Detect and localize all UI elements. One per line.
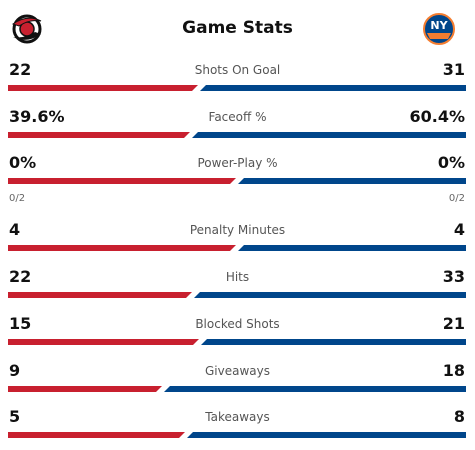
home-stat-value: 15	[9, 314, 32, 333]
stat-label: Giveaways	[205, 364, 270, 378]
stat-label: Penalty Minutes	[189, 223, 286, 237]
stat-row: 0% Power-Play % 0%	[0, 153, 475, 193]
stat-row: 22 Shots On Goal 31	[0, 60, 475, 100]
stat-row: 5 Takeaways 8	[0, 407, 475, 447]
home-bar	[8, 85, 198, 91]
home-stat-value: 5	[9, 407, 21, 426]
away-stat-value: 8	[453, 407, 465, 426]
islanders-logo-icon: NY	[423, 13, 455, 45]
stat-label: Faceoff %	[208, 110, 267, 124]
away-stat-detail: 0/2	[448, 193, 465, 204]
home-bar	[8, 292, 192, 298]
away-bar	[238, 245, 466, 251]
header: Game Stats NY	[0, 0, 475, 58]
stat-row: 22 Hits 33	[0, 267, 475, 307]
stat-label: Blocked Shots	[195, 317, 280, 331]
home-stat-value: 0%	[9, 153, 37, 172]
stat-bar	[8, 432, 466, 438]
stat-bar	[8, 178, 466, 184]
home-bar	[8, 339, 199, 345]
stat-row: 39.6% Faceoff % 60.4%	[0, 107, 475, 147]
away-bar	[194, 292, 466, 298]
stat-row: 9 Giveaways 18	[0, 361, 475, 401]
stat-bar	[8, 386, 466, 392]
page-title: Game Stats	[182, 18, 293, 38]
away-bar	[201, 339, 466, 345]
hurricanes-logo-icon	[11, 14, 42, 44]
away-stat-value: 18	[442, 361, 465, 380]
stat-row: 15 Blocked Shots 21	[0, 314, 475, 354]
home-stat-value: 4	[9, 220, 21, 239]
home-stat-value: 9	[9, 361, 21, 380]
home-stat-value: 22	[9, 60, 32, 79]
away-stat-value: 4	[453, 220, 465, 239]
stat-bar	[8, 132, 466, 138]
away-stat-value: 0%	[437, 153, 465, 172]
away-bar	[200, 85, 466, 91]
stat-bar	[8, 292, 466, 298]
stat-label: Hits	[225, 270, 250, 284]
away-bar	[164, 386, 466, 392]
stat-label: Takeaways	[205, 410, 270, 424]
stat-row: 4 Penalty Minutes 4	[0, 220, 475, 260]
away-bar	[238, 178, 466, 184]
home-bar	[8, 432, 185, 438]
stat-label: Shots On Goal	[194, 63, 281, 77]
away-bar	[187, 432, 466, 438]
stat-bar	[8, 339, 466, 345]
away-bar	[192, 132, 466, 138]
stat-label: Power-Play %	[197, 156, 278, 170]
home-bar	[8, 386, 162, 392]
home-bar	[8, 132, 190, 138]
away-stat-value: 33	[442, 267, 465, 286]
home-bar	[8, 178, 236, 184]
stat-bar	[8, 85, 466, 91]
home-bar	[8, 245, 236, 251]
home-stat-value: 39.6%	[9, 107, 65, 126]
home-stat-value: 22	[9, 267, 32, 286]
away-stat-value: 60.4%	[409, 107, 465, 126]
svg-text:NY: NY	[430, 19, 448, 32]
home-stat-detail: 0/2	[9, 193, 26, 204]
away-stat-value: 21	[442, 314, 465, 333]
away-stat-value: 31	[442, 60, 465, 79]
stat-bar	[8, 245, 466, 251]
